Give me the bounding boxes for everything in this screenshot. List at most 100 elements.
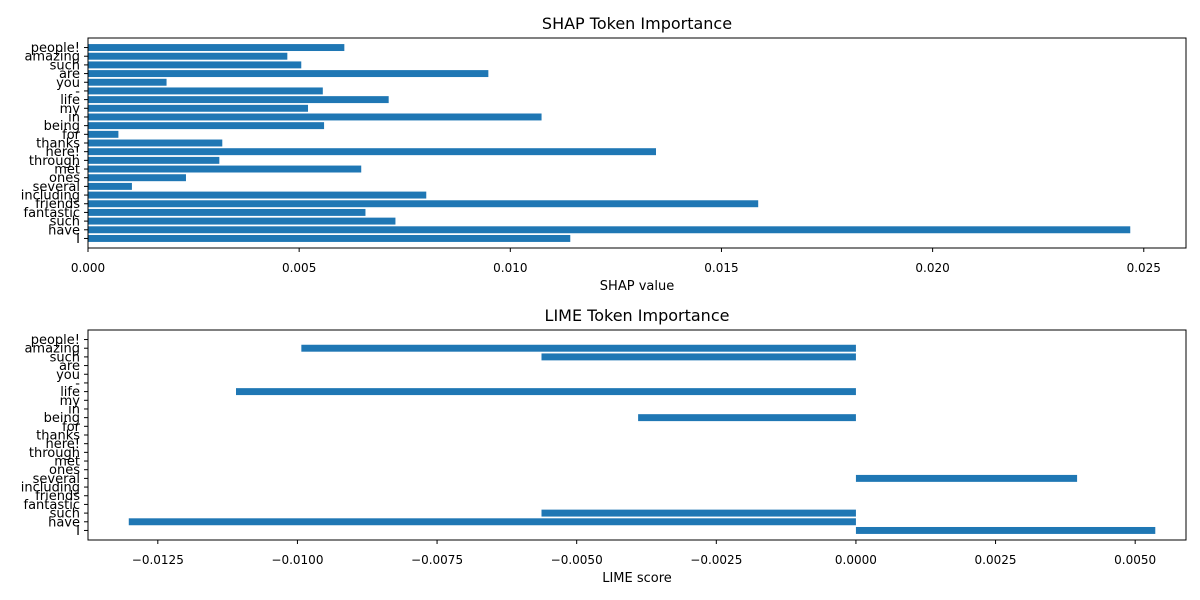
- shap-ytick-label: have: [48, 223, 80, 238]
- lime-xtick-label: 0.0025: [975, 553, 1017, 567]
- lime-bar: [128, 518, 856, 526]
- lime-bar: [638, 414, 856, 422]
- lime-xtick-label: −0.0075: [411, 553, 463, 567]
- lime-ytick-label: in: [68, 402, 80, 417]
- shap-ytick-label: fantastic: [24, 206, 80, 221]
- shap-ytick-label: met: [54, 163, 80, 178]
- shap-bar: [88, 70, 489, 78]
- lime-ytick-label: you: [56, 368, 80, 383]
- shap-ytick-label: people!: [31, 41, 80, 56]
- shap-bar: [88, 217, 396, 225]
- shap-ytick-label: friends: [35, 197, 80, 212]
- shap-ytick-label: my: [60, 102, 81, 117]
- shap-ytick-label: in: [68, 110, 80, 125]
- shap-bar: [88, 61, 302, 69]
- shap-xtick-label: 0.010: [493, 261, 527, 275]
- shap-xtick-label: 0.000: [71, 261, 105, 275]
- shap-ytick-label: thanks: [36, 137, 80, 152]
- lime-xtick-label: 0.0000: [835, 553, 877, 567]
- lime-chart-title: LIME Token Importance: [545, 306, 730, 325]
- lime-ytick-label: I: [76, 524, 80, 539]
- shap-xtick-label: 0.020: [915, 261, 949, 275]
- shap-bar: [88, 182, 132, 190]
- lime-ytick-label: such: [50, 350, 80, 365]
- shap-xtick-label: 0.005: [282, 261, 316, 275]
- shap-bar: [88, 226, 1131, 234]
- shap-ytick-label: amazing: [24, 50, 80, 65]
- lime-ytick-label: -: [75, 376, 80, 391]
- lime-x-axis-label: LIME score: [602, 571, 672, 586]
- shap-bar: [88, 200, 759, 208]
- lime-ytick-label: several: [33, 472, 80, 487]
- shap-bar: [88, 191, 427, 199]
- lime-ytick-label: are: [59, 359, 80, 374]
- shap-ytick-label: through: [29, 154, 80, 169]
- shap-bar: [88, 208, 366, 216]
- lime-ytick-label: being: [44, 411, 80, 426]
- lime-ytick-label: through: [29, 446, 80, 461]
- lime-bar: [541, 509, 856, 517]
- lime-ytick-label: friends: [35, 489, 80, 504]
- shap-bar: [88, 96, 389, 104]
- lime-xtick-label: −0.0025: [690, 553, 742, 567]
- lime-ytick-label: such: [50, 507, 80, 522]
- shap-ytick-label: you: [56, 76, 80, 91]
- lime-ytick-label: including: [21, 481, 80, 496]
- shap-bar: [88, 78, 167, 86]
- shap-bar: [88, 156, 220, 164]
- lime-ytick-label: have: [48, 515, 80, 530]
- shap-ytick-label: several: [33, 180, 80, 195]
- lime-axes-frame: [87, 329, 1187, 541]
- shap-chart-panel: SHAP Token ImportanceIhavesuchfantasticf…: [21, 14, 1187, 294]
- shap-bar: [88, 104, 309, 112]
- shap-ytick-label: I: [76, 232, 80, 247]
- shap-ytick-label: for: [62, 128, 81, 143]
- lime-chart-panel: LIME Token ImportanceIhavesuchfantasticf…: [21, 306, 1187, 586]
- shap-ytick-label: ones: [49, 171, 80, 186]
- lime-xtick-label: −0.0050: [551, 553, 603, 567]
- shap-axes-frame: [87, 37, 1187, 249]
- lime-bar: [855, 474, 1078, 482]
- lime-ytick-label: for: [62, 420, 81, 435]
- shap-x-axis-label: SHAP value: [600, 279, 674, 294]
- shap-xtick-label: 0.015: [704, 261, 738, 275]
- lime-ytick-label: fantastic: [24, 498, 80, 513]
- shap-ytick-label: including: [21, 189, 80, 204]
- lime-ytick-label: ones: [49, 463, 80, 478]
- shap-bar: [88, 130, 119, 138]
- shap-ytick-label: -: [75, 84, 80, 99]
- shap-ytick-label: being: [44, 119, 80, 134]
- lime-bar: [855, 526, 1156, 534]
- shap-bar: [88, 52, 288, 60]
- lime-ytick-label: met: [54, 455, 80, 470]
- shap-bar: [88, 148, 657, 156]
- shap-ytick-label: here!: [45, 145, 80, 160]
- shap-bar: [88, 139, 223, 147]
- shap-ytick-label: are: [59, 67, 80, 82]
- lime-ytick-label: people!: [31, 333, 80, 348]
- shap-chart-title: SHAP Token Importance: [542, 14, 732, 33]
- lime-xtick-label: −0.0100: [271, 553, 323, 567]
- lime-ytick-label: thanks: [36, 429, 80, 444]
- shap-bar: [88, 44, 345, 52]
- shap-ytick-label: such: [50, 58, 80, 73]
- shap-ytick-label: such: [50, 215, 80, 230]
- shap-bar: [88, 113, 542, 121]
- shap-bar: [88, 234, 571, 242]
- lime-bar: [301, 344, 856, 352]
- lime-xtick-label: 0.0050: [1114, 553, 1156, 567]
- shap-bar: [88, 87, 323, 95]
- shap-bar: [88, 165, 362, 173]
- lime-xtick-label: −0.0125: [132, 553, 184, 567]
- lime-ytick-label: my: [60, 394, 81, 409]
- lime-ytick-label: here!: [45, 437, 80, 452]
- lime-bar: [541, 353, 856, 361]
- shap-ytick-label: life: [60, 93, 80, 108]
- shap-xtick-label: 0.025: [1127, 261, 1161, 275]
- shap-bar: [88, 122, 325, 130]
- shap-bar: [88, 174, 186, 182]
- lime-ytick-label: life: [60, 385, 80, 400]
- lime-ytick-label: amazing: [24, 342, 80, 357]
- lime-bar: [236, 388, 856, 396]
